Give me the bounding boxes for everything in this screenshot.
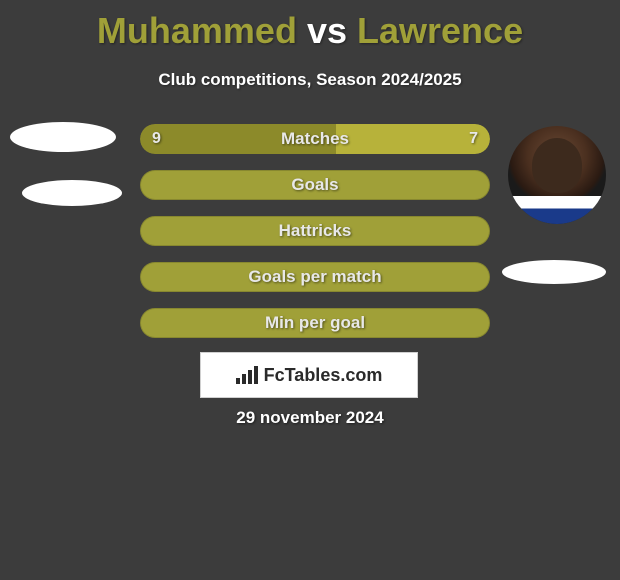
bar-row: Hattricks [140, 216, 490, 246]
bar-label: Hattricks [279, 221, 352, 241]
bar-row: Min per goal [140, 308, 490, 338]
player2-placeholder-icon [502, 260, 606, 284]
bar-label: Goals per match [248, 267, 381, 287]
page-title: Muhammed vs Lawrence [0, 0, 620, 52]
date-text: 29 november 2024 [0, 408, 620, 428]
bar-label: Goals [291, 175, 338, 195]
player2-column [502, 118, 612, 284]
player1-column [8, 118, 118, 206]
bar-right-fill [336, 124, 490, 154]
player1-placeholder-icon [10, 122, 116, 152]
bar-label: Matches [281, 129, 349, 149]
player1-placeholder-icon [22, 180, 122, 206]
bar-row: Goals [140, 170, 490, 200]
player2-name: Lawrence [357, 10, 523, 51]
bar-label: Min per goal [265, 313, 365, 333]
bar-value-left: 9 [152, 130, 161, 148]
brand-logo-icon [236, 366, 258, 384]
bar-row: Goals per match [140, 262, 490, 292]
player2-avatar [508, 126, 606, 224]
subtitle: Club competitions, Season 2024/2025 [0, 70, 620, 90]
vs-text: vs [307, 10, 347, 51]
brand-badge: FcTables.com [200, 352, 418, 398]
bar-row: 9 7 Matches [140, 124, 490, 154]
brand-text: FcTables.com [264, 365, 383, 386]
bar-value-right: 7 [469, 130, 478, 148]
player1-name: Muhammed [97, 10, 297, 51]
comparison-bars: 9 7 Matches Goals Hattricks Goals per match Mi… [140, 124, 490, 354]
